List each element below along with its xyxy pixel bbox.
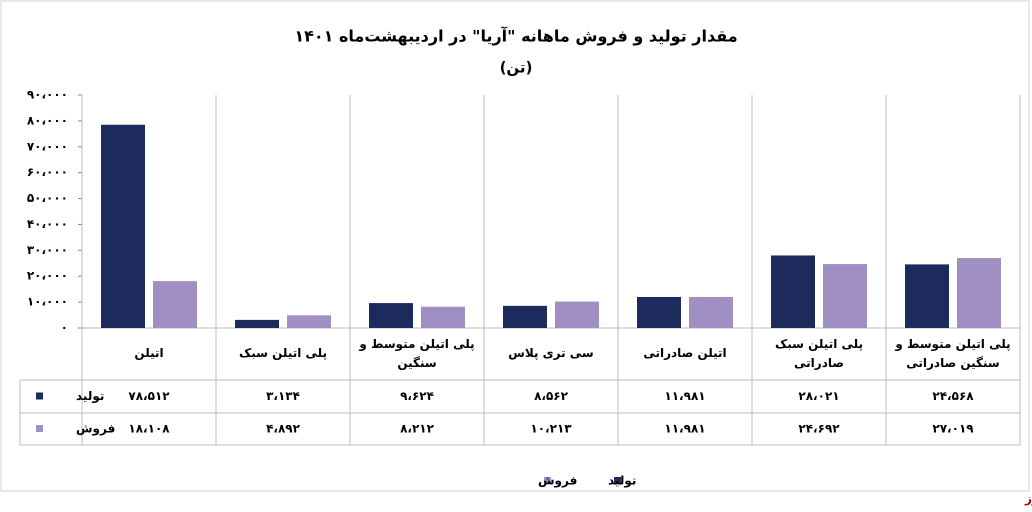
source: بورس نیوز (1024, 492, 1032, 507)
chart-subtitle: (تن) (500, 59, 533, 77)
value-label: ۱۱،۹۸۱ (664, 389, 705, 403)
bar (823, 264, 867, 328)
value-label: ۲۸،۰۲۱ (798, 389, 839, 403)
bar (771, 255, 815, 328)
bar (153, 281, 197, 328)
value-label: ۷۸،۵۱۲ (128, 389, 170, 403)
bar (637, 296, 681, 328)
value-label: ۸،۵۶۲ (534, 389, 569, 403)
category-cell: اتیلن صادراتی (643, 346, 727, 361)
bar (905, 264, 949, 328)
bar (421, 306, 465, 328)
bar (287, 315, 331, 328)
legend-key (36, 392, 43, 400)
value-label: ۹،۶۲۴ (400, 389, 434, 403)
x-tick-label: سی تری پلاس (508, 346, 594, 361)
chart-title: مقدار تولید و فروش ماهانه "آریا" در اردی… (294, 26, 737, 46)
x-tick-label: اتیلن (134, 346, 164, 361)
value-label: ۱۰،۲۱۳ (530, 422, 572, 436)
value-label: ۱۱،۹۸۱ (664, 422, 705, 436)
value-label: ۳،۱۳۴ (266, 389, 300, 403)
x-tick-label: پلی اتیلن متوسط و سنگین (359, 336, 475, 370)
category-cell: پلی اتیلن متوسط و سنگین (359, 336, 475, 370)
x-tick-label: اتیلن صادراتی (643, 346, 727, 361)
bar (503, 305, 547, 328)
category-cell: سی تری پلاس (508, 346, 594, 361)
y-tick-label: ۷۰،۰۰۰ (27, 139, 68, 153)
x-tick-label: پلی اتیلن سبک (238, 346, 328, 361)
y-tick-label: ۰ (61, 321, 68, 335)
bar (369, 303, 413, 328)
bar (555, 301, 599, 328)
legend-label: فروش (538, 474, 577, 489)
bar (689, 296, 733, 328)
category-cell: پلی اتیلن سبک (238, 346, 328, 361)
row-label: فروش (76, 422, 115, 437)
value-label: ۸،۲۱۲ (400, 422, 435, 436)
chart-frame (0, 0, 1030, 492)
x-tick-label: پلی اتیلن متوسط و سنگین صادراتی (895, 336, 1011, 370)
value-label: ۲۴،۶۹۲ (798, 422, 840, 436)
value-label: ۱۸،۱۰۸ (128, 422, 170, 436)
legend-key (544, 477, 551, 484)
legend-key (614, 477, 621, 484)
y-tick-label: ۵۰،۰۰۰ (27, 191, 68, 205)
y-tick-label: ۱۰،۰۰۰ (27, 295, 68, 309)
y-tick-label: ۳۰،۰۰۰ (27, 243, 68, 257)
y-tick-label: ۸۰،۰۰۰ (27, 113, 68, 127)
value-label: ۴،۸۹۲ (266, 422, 301, 436)
category-cell: پلی اتیلن سبک صادراتی (774, 336, 864, 370)
legend-key (36, 425, 43, 432)
category-cell: پلی اتیلن متوسط و سنگین صادراتی (895, 336, 1011, 370)
row-label: تولید (76, 389, 104, 404)
y-tick-label: ۴۰،۰۰۰ (27, 217, 68, 231)
bar (101, 124, 145, 329)
value-label: ۲۷،۰۱۹ (932, 422, 974, 436)
y-tick-label: ۲۰،۰۰۰ (27, 269, 68, 283)
bar (235, 319, 279, 328)
legend-label: تولید (608, 474, 636, 489)
category-cell: اتیلن (134, 346, 164, 361)
x-tick-label: پلی اتیلن سبک صادراتی (774, 336, 864, 370)
value-label: ۲۴،۵۶۸ (932, 389, 974, 403)
y-tick-label: ۹۰،۰۰۰ (27, 88, 68, 102)
y-tick-label: ۶۰،۰۰۰ (27, 165, 68, 179)
bar (957, 258, 1001, 328)
